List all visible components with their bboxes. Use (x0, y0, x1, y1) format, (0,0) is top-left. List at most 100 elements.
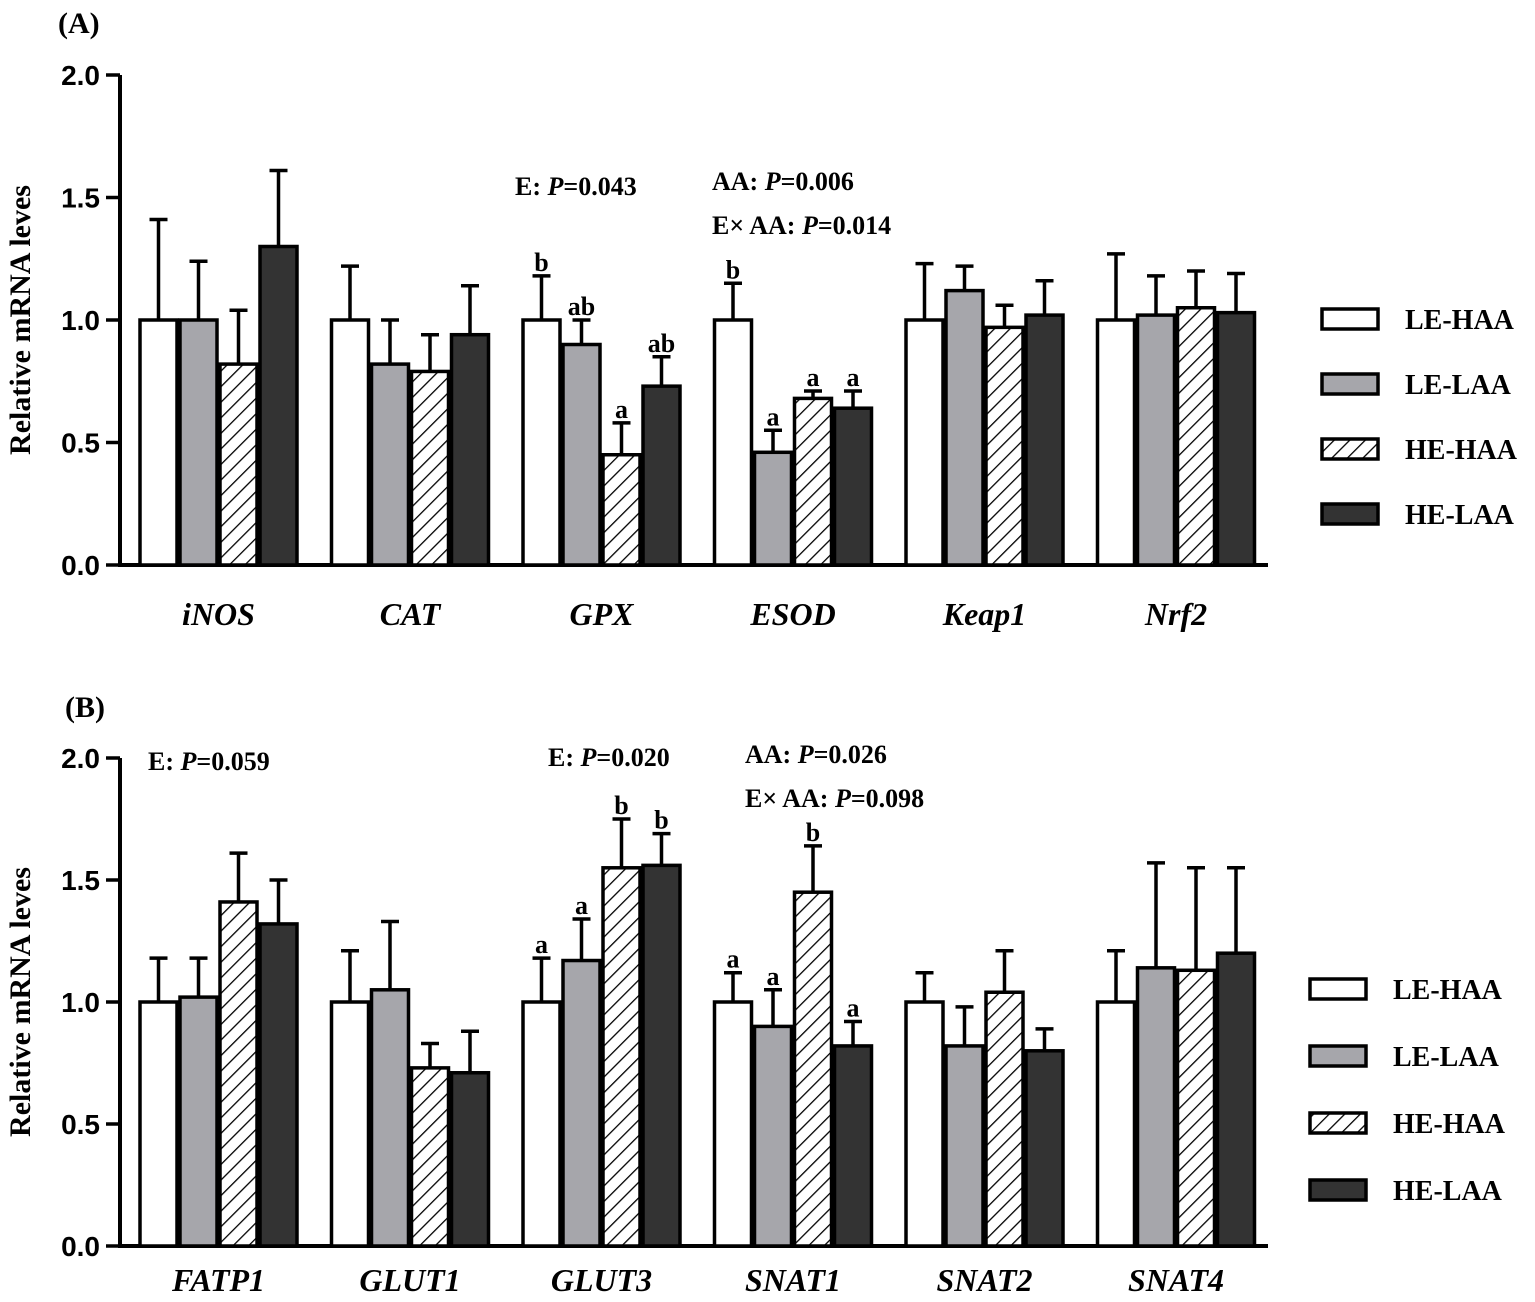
bar-he-haa-glut3 (601, 866, 642, 1248)
stat-annotation: E: P=0.020 (548, 743, 670, 772)
bar-le-haa-gpx (521, 318, 562, 567)
legend-label: HE-HAA (1393, 1109, 1506, 1140)
y-tick-label: 2.0 (61, 60, 100, 91)
bar-he-haa-keap1 (984, 325, 1025, 567)
significance-letter: ab (568, 292, 595, 321)
bar-le-laa-snat4 (1135, 966, 1177, 1248)
bar-le-haa-glut3 (521, 1000, 562, 1248)
significance-letter: a (767, 962, 780, 991)
legend-label: LE-LAA (1393, 1042, 1500, 1073)
bar-he-laa-fatp1 (258, 922, 299, 1248)
legend-swatch (1308, 1178, 1368, 1202)
significance-letter: b (614, 791, 628, 820)
legend-swatch (1308, 1044, 1368, 1068)
y-tick-label: 2.0 (61, 743, 100, 774)
bar-le-laa-fatp1 (178, 995, 219, 1248)
bar-le-haa-snat2 (904, 1000, 945, 1248)
significance-letter: ab (648, 329, 675, 358)
legend-swatch (1320, 307, 1380, 331)
category-label: FATP1 (171, 1262, 265, 1298)
bar-he-haa-esod (792, 396, 834, 567)
category-label: GLUT1 (359, 1262, 460, 1298)
y-tick-label: 1.0 (61, 987, 100, 1018)
significance-letter: b (726, 255, 740, 284)
category-label: ESOD (749, 596, 835, 632)
category-label: GLUT3 (551, 1262, 652, 1298)
bar-he-laa-esod (832, 406, 874, 567)
legend: LE-HAA LE-LAA HE-HAA HE-LAA (1320, 305, 1518, 531)
y-tick-label: 1.5 (61, 865, 100, 896)
bar-he-haa-glut1 (409, 1066, 451, 1248)
bar-le-haa-snat4 (1095, 1000, 1137, 1248)
bar-he-laa-snat2 (1024, 1049, 1065, 1248)
bar-le-laa-snat1 (752, 1024, 794, 1248)
panel-label: (A) (58, 7, 100, 40)
bar-he-haa-nrf2 (1175, 306, 1217, 567)
bar-le-haa-snat1 (712, 1000, 754, 1248)
significance-letter: a (535, 930, 548, 959)
category-label: SNAT2 (936, 1262, 1032, 1298)
bar-le-laa-gpx (561, 342, 602, 567)
significance-letter: a (727, 945, 740, 974)
bar-he-haa-snat1 (792, 890, 834, 1248)
legend-label: HE-HAA (1405, 435, 1518, 466)
legend: LE-HAA LE-LAA HE-HAA HE-LAA (1308, 975, 1506, 1207)
significance-letter: a (575, 891, 588, 920)
significance-letter: a (615, 395, 628, 424)
legend-label: HE-LAA (1405, 500, 1515, 531)
significance-letter: b (534, 248, 548, 277)
bar-he-haa-gpx (601, 453, 642, 567)
bar-le-haa-glut1 (329, 1000, 371, 1248)
bar-le-laa-glut3 (561, 958, 602, 1248)
bar-he-laa-cat (449, 332, 491, 567)
bar-le-laa-esod (752, 450, 794, 567)
legend-label: LE-LAA (1405, 370, 1512, 401)
bar-he-laa-gpx (641, 384, 682, 567)
y-axis-label: Relative mRNA leves (4, 867, 37, 1137)
bar-he-laa-keap1 (1024, 313, 1065, 567)
bar-he-haa-snat4 (1175, 968, 1217, 1248)
legend-swatch (1320, 372, 1380, 396)
bar-le-haa-inos (138, 318, 179, 567)
bar-le-haa-fatp1 (138, 1000, 179, 1248)
bar-le-haa-keap1 (904, 318, 945, 567)
legend-label: LE-HAA (1393, 975, 1503, 1006)
bar-he-haa-fatp1 (218, 900, 259, 1248)
y-tick-label: 0.0 (61, 550, 100, 581)
bar-le-laa-nrf2 (1135, 313, 1177, 567)
y-tick-label: 0.5 (61, 428, 100, 459)
legend-swatch (1308, 977, 1368, 1001)
legend-label: LE-HAA (1405, 305, 1515, 336)
significance-letter: a (847, 363, 860, 392)
category-label: Nrf2 (1144, 596, 1207, 632)
stat-annotation: AA: P=0.026 (745, 740, 887, 769)
stat-annotation: E× AA: P=0.098 (745, 784, 924, 813)
significance-letter: b (654, 806, 668, 835)
bar-le-haa-esod (712, 318, 754, 567)
bar-he-laa-glut1 (449, 1071, 491, 1248)
legend-swatch (1320, 502, 1380, 526)
y-tick-label: 1.0 (61, 305, 100, 336)
bar-le-laa-keap1 (944, 288, 985, 567)
category-label: GPX (570, 596, 635, 632)
bar-he-haa-inos (218, 362, 259, 567)
bar-he-laa-inos (258, 244, 299, 567)
bar-le-haa-cat (329, 318, 371, 567)
category-label: SNAT1 (745, 1262, 841, 1298)
significance-letter: a (807, 363, 820, 392)
significance-letter: b (806, 818, 820, 847)
stat-annotation: E: P=0.059 (148, 747, 270, 776)
stat-annotation: AA: P=0.006 (712, 167, 854, 196)
stat-annotation: E× AA: P=0.014 (712, 211, 891, 240)
y-tick-label: 1.5 (61, 183, 100, 214)
category-label: SNAT4 (1128, 1262, 1224, 1298)
bar-he-laa-nrf2 (1215, 310, 1257, 567)
y-tick-label: 0.0 (61, 1231, 100, 1262)
bar-le-laa-cat (369, 362, 411, 567)
bar-le-haa-nrf2 (1095, 318, 1137, 567)
legend-label: HE-LAA (1393, 1176, 1503, 1207)
bar-he-laa-snat1 (832, 1044, 874, 1248)
panel-a: (A) Relative mRNA leves 0.0 0.5 1.0 1.5 2.0 iNO… (4, 7, 1518, 632)
category-label: iNOS (182, 596, 255, 632)
